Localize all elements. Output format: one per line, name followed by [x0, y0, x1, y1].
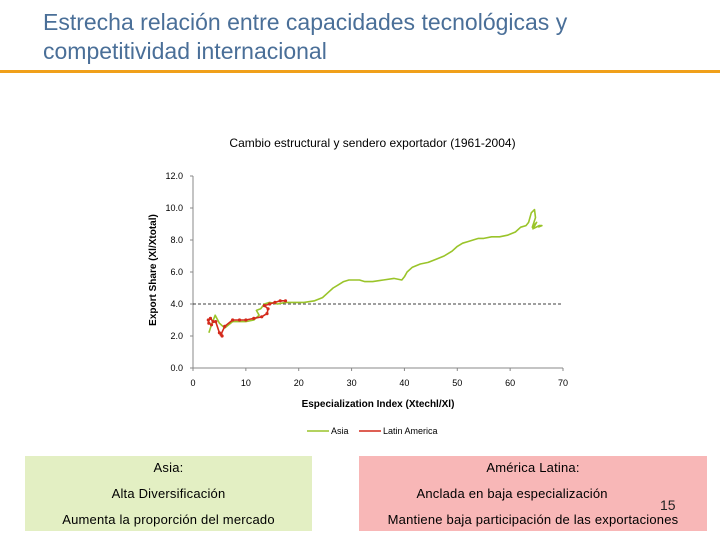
y-tick-label: 4.0 [170, 299, 183, 309]
data-point-latin-america [237, 318, 242, 322]
data-point-latin-america [283, 299, 288, 303]
latam-heading: América Latina: [486, 460, 580, 475]
data-point-latin-america [252, 316, 256, 320]
data-point-latin-america [244, 318, 248, 322]
data-point-latin-america [208, 316, 213, 320]
latam-panel: América Latina: Anclada en baja especial… [359, 456, 707, 531]
title-underline [0, 70, 720, 73]
x-tick-label: 70 [558, 378, 568, 388]
y-tick-label: 12.0 [165, 171, 183, 181]
x-tick-label: 60 [505, 378, 515, 388]
data-point-latin-america [219, 332, 223, 336]
data-point-latin-america [209, 323, 214, 327]
legend-label-latin-america: Latin America [383, 426, 438, 436]
legend-label-asia: Asia [331, 426, 349, 436]
x-tick-label: 40 [399, 378, 409, 388]
x-tick-label: 50 [452, 378, 462, 388]
x-axis-label: Especialization Index (Xtechl/Xl) [302, 399, 455, 410]
x-tick-label: 0 [190, 378, 195, 388]
data-point-latin-america [273, 300, 277, 304]
data-point-latin-america [211, 320, 215, 324]
data-point-latin-america [268, 302, 272, 306]
y-axis-label: Export Share (Xl/Xtotal) [148, 214, 159, 326]
x-tick-label: 20 [294, 378, 304, 388]
x-tick-label: 30 [347, 378, 357, 388]
data-point-latin-america [231, 318, 235, 322]
asia-line-2: Aumenta la proporción del mercado [62, 512, 275, 527]
y-tick-label: 6.0 [170, 267, 183, 277]
slide-title: Estrecha relación entre capacidades tecn… [43, 9, 568, 64]
y-tick-label: 10.0 [165, 203, 183, 213]
asia-heading: Asia: [153, 460, 184, 475]
latam-line-1: Anclada en baja especialización [416, 486, 608, 501]
page-number: 15 [660, 497, 676, 513]
data-point-latin-america [262, 304, 266, 308]
data-point-latin-america [214, 320, 218, 324]
asia-line-1: Alta Diversificación [111, 486, 226, 501]
data-point-latin-america [265, 312, 269, 316]
asia-panel: Asia: Alta Diversificación Aumenta la pr… [25, 456, 312, 531]
data-point-latin-america [260, 315, 264, 319]
latam-line-2: Mantiene baja participación de las expor… [387, 512, 679, 527]
y-tick-label: 2.0 [170, 331, 183, 341]
data-point-latin-america [223, 324, 227, 328]
y-tick-label: 8.0 [170, 235, 183, 245]
data-point-latin-america [207, 321, 211, 325]
data-point-latin-america [278, 299, 282, 303]
chart-title: Cambio estructural y sendero exportador … [229, 136, 516, 150]
x-tick-label: 10 [241, 378, 251, 388]
data-point-latin-america [266, 307, 270, 311]
series-line-latin-america [207, 299, 286, 337]
series-line-asia [208, 208, 543, 334]
y-tick-label: 0.0 [170, 363, 183, 373]
